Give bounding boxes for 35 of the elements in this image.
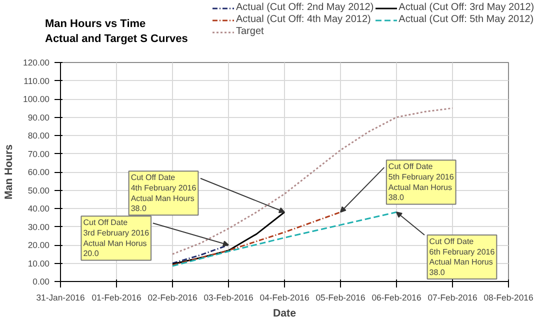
annotation: Cut Off Date 6th February 2016 Actual Man Horus 38.0 xyxy=(429,236,496,278)
x-tick-label: 04-Feb-2016 xyxy=(260,292,310,302)
legend-label: Actual (Cut Off: 2nd May 2012) xyxy=(236,2,374,13)
chart-subtitle: Actual and Target S Curves xyxy=(45,32,188,47)
y-tick-label: 50.00 xyxy=(28,185,50,196)
x-tick-label: 07-Feb-2016 xyxy=(428,292,478,302)
y-tick-label: 90.00 xyxy=(28,112,50,122)
x-tick-label: 06-Feb-2016 xyxy=(372,292,422,302)
chart-title: Man Hours vs Time xyxy=(45,17,147,32)
y-tick-label: 60.00 xyxy=(28,167,50,177)
annotation: Cut Off Date 5th February 2016 Actual Man Horus 38.0 xyxy=(388,162,454,202)
y-tick-label: 120.00 xyxy=(23,58,50,68)
x-tick-label: 05-Feb-2016 xyxy=(316,292,366,302)
legend-label: Actual (Cut Off: 3rd May 2012) xyxy=(398,2,534,13)
x-tick-label: 08-Feb-2016 xyxy=(484,292,534,302)
x-axis-title: Date xyxy=(272,308,296,320)
annotation: Cut Off Date 4th February 2016 Actual Man Hours 38.0 xyxy=(130,173,197,214)
y-tick-label: 80.00 xyxy=(28,130,50,140)
legend-label: Actual (Cut Off: 5th May 2012) xyxy=(398,14,534,25)
y-tick-label: 30.00 xyxy=(28,222,50,232)
y-tick-label: 0.00 xyxy=(32,276,50,286)
annotation: Cut Off Date 3rd February 2016 Actual Man Horus 20.0 xyxy=(83,218,150,258)
y-tick-label: 110.00 xyxy=(24,76,50,86)
x-tick-label: 03-Feb-2016 xyxy=(204,292,254,302)
x-tick-label: 01-Feb-2016 xyxy=(92,292,142,302)
y-tick-label: 40.00 xyxy=(28,204,50,214)
legend-label: Actual (Cut Off: 4th May 2012) xyxy=(236,14,371,25)
y-tick-label: 100.00 xyxy=(23,94,50,104)
x-tick-label: 31-Jan-2016 xyxy=(36,292,85,302)
y-tick-label: 10.00 xyxy=(28,258,50,268)
x-tick-label: 02-Feb-2016 xyxy=(148,292,198,302)
legend-label: Target xyxy=(236,26,264,37)
y-tick-label: 70.00 xyxy=(28,148,50,159)
y-tick-label: 20.00 xyxy=(28,240,50,250)
y-axis-title: Man Hours xyxy=(3,144,16,200)
